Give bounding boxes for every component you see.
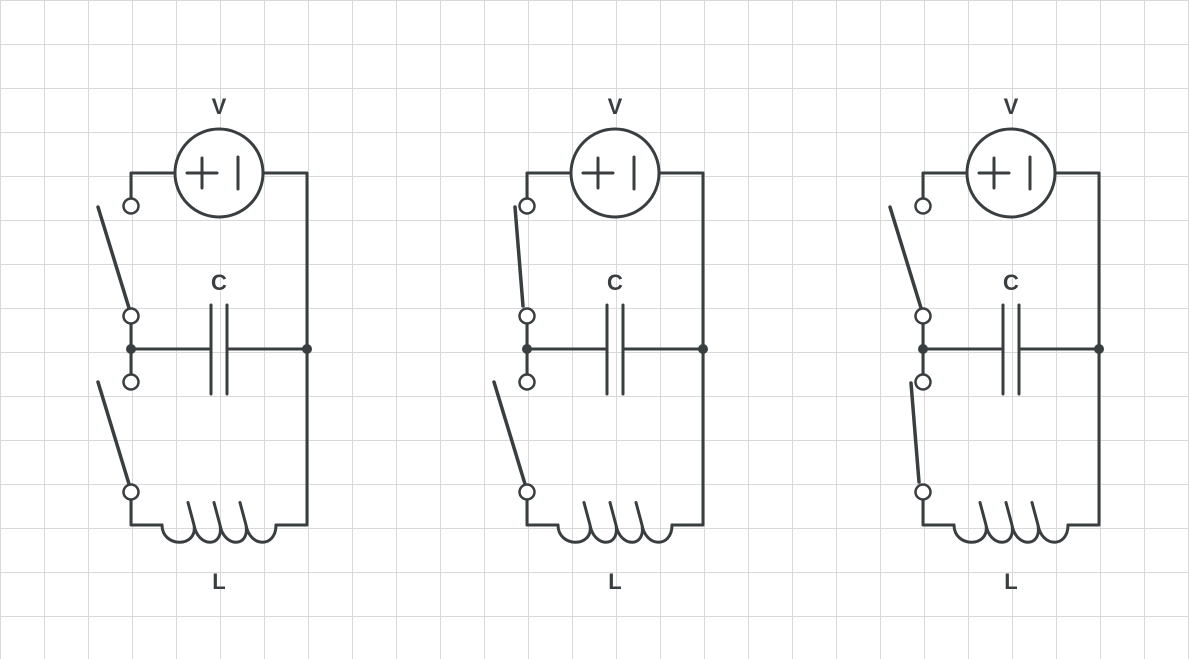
- top-switch-terminal-lower: [122, 307, 140, 325]
- capacitor-label: C: [1003, 270, 1019, 295]
- voltage-source: [965, 127, 1057, 219]
- top-switch-lever[interactable]: [96, 205, 131, 310]
- wire-top-left: [921, 171, 969, 208]
- voltage-label: V: [608, 94, 623, 119]
- inductor-label: L: [608, 569, 621, 594]
- capacitor: [209, 303, 229, 396]
- voltage-source: [569, 127, 661, 219]
- bottom-switch-terminal-upper: [122, 373, 140, 391]
- inductor-coil: [556, 501, 674, 544]
- top-switch-terminal-upper: [122, 197, 140, 215]
- inductor-coil: [160, 501, 278, 544]
- bottom-switch-terminal-lower: [914, 483, 932, 501]
- junction-left: [918, 344, 928, 354]
- voltage-label: V: [1004, 94, 1019, 119]
- voltage-label: V: [212, 94, 227, 119]
- bottom-switch-terminal-lower: [518, 483, 536, 501]
- top-switch-terminal-lower: [914, 307, 932, 325]
- circuit-3: V C L: [888, 94, 1104, 594]
- wire-bottom-left: [921, 490, 956, 527]
- circuit-1: V C L: [96, 94, 312, 594]
- top-switch-terminal-upper: [914, 197, 932, 215]
- junction-right: [302, 344, 312, 354]
- inductor-coil: [952, 501, 1070, 544]
- capacitor: [605, 303, 625, 396]
- top-switch-terminal-lower: [518, 307, 536, 325]
- bottom-switch-terminal-upper: [518, 373, 536, 391]
- wire-bottom-left: [129, 490, 164, 527]
- capacitor-label: C: [211, 270, 227, 295]
- wire-top-left: [129, 171, 177, 208]
- junction-left: [126, 344, 136, 354]
- top-switch-terminal-upper: [518, 197, 536, 215]
- capacitor-label: C: [607, 270, 623, 295]
- junction-right: [698, 344, 708, 354]
- capacitor: [1001, 303, 1021, 396]
- bottom-switch-lever[interactable]: [909, 381, 921, 484]
- wire-bottom-left: [525, 490, 560, 527]
- junction-right: [1094, 344, 1104, 354]
- top-switch-lever[interactable]: [513, 205, 525, 308]
- circuit-2: V C L: [492, 94, 708, 594]
- inductor-label: L: [1004, 569, 1017, 594]
- bottom-switch-terminal-lower: [122, 483, 140, 501]
- junction-left: [522, 344, 532, 354]
- inductor-label: L: [212, 569, 225, 594]
- bottom-switch-lever[interactable]: [96, 380, 131, 486]
- bottom-switch-lever[interactable]: [492, 380, 527, 486]
- top-switch-lever[interactable]: [888, 205, 923, 310]
- voltage-source: [173, 127, 265, 219]
- wire-top-left: [525, 171, 573, 208]
- bottom-switch-terminal-upper: [914, 373, 932, 391]
